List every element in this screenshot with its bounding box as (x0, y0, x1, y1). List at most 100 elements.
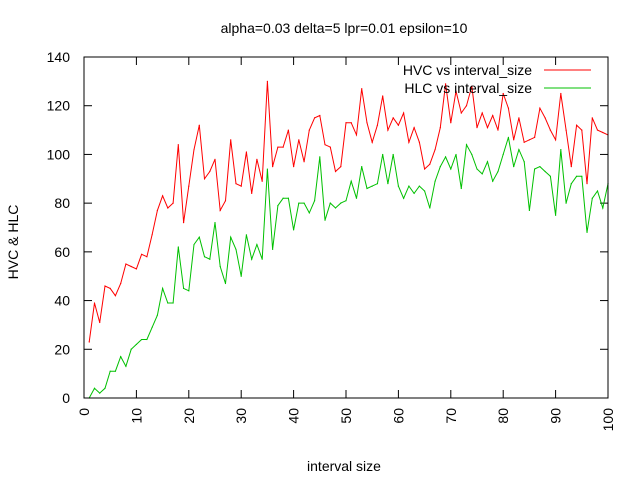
data-point (361, 88, 363, 90)
data-point (408, 185, 410, 187)
data-point (219, 209, 221, 212)
y-tick-label: 40 (54, 293, 70, 309)
data-point (167, 207, 169, 209)
data-point (602, 207, 604, 209)
data-point (230, 236, 232, 238)
y-tick-label: 60 (54, 244, 70, 260)
data-point (387, 183, 389, 185)
data-point (272, 166, 274, 168)
data-point (235, 248, 237, 251)
data-point (193, 148, 195, 151)
data-point (361, 166, 363, 168)
data-point (366, 122, 368, 124)
data-point (193, 243, 195, 246)
data-point (209, 170, 211, 173)
legend-label: HLC vs interval_size (404, 80, 532, 96)
data-point (214, 222, 216, 224)
data-point (560, 148, 562, 151)
data-point (382, 153, 384, 156)
data-point (460, 187, 462, 190)
series-line-1 (88, 81, 609, 343)
axis-ticks: 0 20 40 60 80 100 120 140 0 10 20 30 40 50 60 70 80 90 100 (47, 49, 616, 431)
x-tick-label: 40 (286, 408, 302, 424)
data-point (465, 105, 468, 107)
data-point (198, 124, 200, 126)
data-point (240, 275, 242, 277)
data-point (345, 122, 347, 124)
data-point (434, 180, 436, 182)
data-point (581, 175, 583, 177)
series-lines (88, 80, 609, 399)
x-axis-label: interval size (307, 458, 381, 474)
x-tick-label: 50 (338, 408, 354, 424)
data-point (418, 141, 420, 143)
data-point (534, 168, 536, 170)
data-point (261, 180, 263, 182)
data-point (93, 302, 96, 304)
data-point (162, 287, 164, 289)
data-point (397, 124, 399, 126)
data-point (266, 80, 268, 82)
x-tick-label: 0 (76, 408, 92, 416)
data-point (177, 246, 179, 248)
data-point (141, 253, 143, 255)
y-axis-label-group: HVC & HLC (5, 205, 21, 280)
series-line-2 (88, 137, 609, 399)
data-point (602, 131, 604, 134)
x-tick-label: 30 (233, 408, 249, 424)
data-point (303, 161, 305, 163)
data-point (104, 387, 106, 389)
data-point (245, 234, 248, 236)
data-point (120, 282, 122, 285)
data-point (313, 117, 316, 119)
data-point (507, 136, 510, 138)
plot-frame (83, 56, 609, 399)
data-point (403, 197, 405, 199)
data-point (198, 236, 200, 238)
data-point (565, 202, 567, 204)
x-tick-label: 80 (495, 408, 511, 424)
data-point (439, 166, 441, 168)
data-point (413, 192, 415, 194)
data-point (539, 166, 541, 168)
data-point (476, 127, 478, 129)
data-point (513, 166, 515, 168)
y-tick-label: 80 (54, 195, 70, 211)
data-point (376, 183, 379, 185)
data-point (345, 200, 347, 202)
data-point (549, 175, 551, 177)
chart-title: alpha=0.03 delta=5 lpr=0.01 epsilon=10 (221, 20, 468, 36)
y-tick-label: 120 (47, 98, 71, 114)
data-point (308, 129, 310, 131)
data-point (251, 258, 253, 260)
data-point (596, 190, 599, 192)
data-point (334, 207, 337, 209)
data-point (329, 202, 331, 204)
data-point (135, 268, 137, 270)
data-point (313, 200, 316, 202)
data-point (93, 387, 96, 389)
data-point (528, 209, 531, 212)
data-point (392, 117, 394, 119)
data-point (444, 156, 447, 158)
data-point (544, 170, 546, 173)
data-point (350, 180, 352, 182)
data-point (125, 263, 127, 265)
data-point (460, 112, 462, 114)
data-point (350, 122, 352, 124)
data-point (151, 326, 153, 328)
data-point (256, 243, 258, 246)
data-point (455, 90, 457, 92)
data-point (575, 124, 578, 126)
data-point (387, 129, 389, 131)
y-tick-label: 140 (47, 49, 71, 65)
data-point (141, 338, 143, 341)
data-point (245, 151, 248, 153)
data-point (581, 129, 583, 131)
data-point (429, 207, 431, 209)
data-point (434, 148, 436, 151)
data-point (120, 355, 122, 358)
x-tick-label: 10 (128, 408, 144, 424)
data-point (156, 209, 158, 212)
data-point (130, 348, 132, 350)
